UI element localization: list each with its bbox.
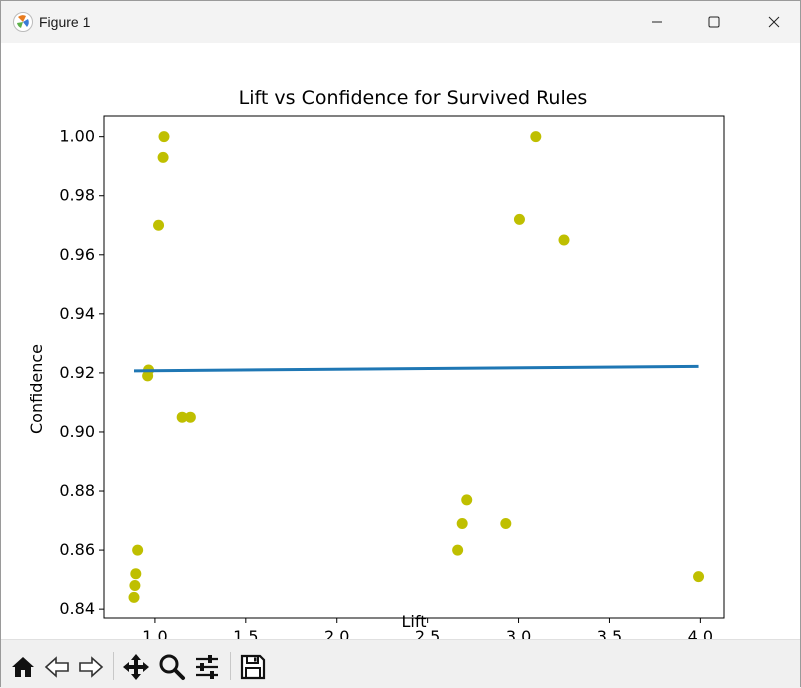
minimize-icon bbox=[652, 21, 662, 23]
y-tick-label: 1.00 bbox=[59, 127, 95, 146]
pan-button[interactable] bbox=[121, 652, 151, 682]
scatter-point bbox=[456, 518, 468, 530]
scatter-point bbox=[452, 544, 464, 556]
toolbar-separator bbox=[230, 652, 231, 680]
x-tick-label: 3.5 bbox=[597, 627, 622, 639]
y-tick-label: 0.86 bbox=[59, 540, 95, 559]
window-title: Figure 1 bbox=[39, 14, 91, 30]
y-tick-label: 0.92 bbox=[59, 363, 95, 382]
zoom-icon bbox=[159, 654, 185, 680]
scatter-point bbox=[184, 411, 196, 423]
scatter-point bbox=[513, 213, 525, 225]
scatter-point bbox=[176, 411, 188, 423]
data-marks bbox=[128, 131, 705, 603]
y-tick-label: 0.98 bbox=[59, 186, 95, 205]
y-tick-label: 0.96 bbox=[59, 245, 95, 264]
y-tick-label: 0.94 bbox=[59, 304, 95, 323]
close-button[interactable] bbox=[751, 1, 797, 43]
minimize-button[interactable] bbox=[634, 1, 680, 43]
scatter-point bbox=[142, 370, 154, 382]
close-icon bbox=[768, 16, 780, 28]
scatter-point bbox=[130, 568, 142, 580]
y-axis-label: Confidence bbox=[27, 344, 46, 434]
x-tick-label: 3.0 bbox=[506, 627, 531, 639]
y-tick-label: 0.88 bbox=[59, 481, 95, 500]
x-tick-label: 2.0 bbox=[324, 627, 349, 639]
zoom-button[interactable] bbox=[157, 652, 187, 682]
y-tick-label: 0.90 bbox=[59, 422, 95, 441]
pan-icon bbox=[123, 654, 149, 680]
scatter-point bbox=[157, 151, 169, 163]
x-tick-label: 4.0 bbox=[688, 627, 713, 639]
x-tick-label: 1.0 bbox=[142, 627, 167, 639]
scatter-point bbox=[158, 131, 170, 143]
home-button[interactable] bbox=[8, 652, 38, 682]
navigation-toolbar bbox=[1, 639, 800, 688]
x-axis-label: Lift bbox=[402, 612, 427, 631]
scatter-point bbox=[461, 494, 473, 506]
plot-canvas[interactable]: Lift vs Confidence for Survived Rules 0.… bbox=[1, 43, 800, 646]
back-icon bbox=[44, 656, 69, 678]
y-tick-label: 0.84 bbox=[59, 599, 95, 618]
scatter-point bbox=[530, 131, 542, 143]
scatter-point bbox=[693, 571, 705, 583]
home-icon bbox=[12, 657, 34, 677]
scatter-point bbox=[500, 518, 512, 530]
x-axis: 1.0 1.5 2.0 2.5 3.0 3.5 4.0 bbox=[142, 618, 713, 646]
matplotlib-icon bbox=[13, 12, 33, 32]
forward-button[interactable] bbox=[76, 652, 106, 682]
scatter-point bbox=[558, 234, 570, 246]
scatter-point bbox=[128, 591, 140, 603]
chart-title: Lift vs Confidence for Survived Rules bbox=[239, 87, 588, 109]
x-tick-label: 1.5 bbox=[233, 627, 258, 639]
configure-subplots-button[interactable] bbox=[192, 652, 222, 682]
y-axis: 0.84 0.86 0.88 0.90 0.92 0.94 0.96 0.98 1.00 bbox=[59, 127, 104, 618]
title-bar[interactable]: Figure 1 bbox=[1, 1, 800, 43]
maximize-icon bbox=[708, 16, 720, 28]
configure-subplots-icon bbox=[196, 655, 218, 679]
save-button[interactable] bbox=[238, 652, 268, 682]
scatter-point bbox=[153, 219, 165, 231]
back-button[interactable] bbox=[42, 652, 72, 682]
scatter-chart: Lift vs Confidence for Survived Rules 0.… bbox=[27, 87, 725, 646]
forward-icon bbox=[79, 656, 104, 678]
scatter-point bbox=[132, 544, 144, 556]
regression-line bbox=[133, 364, 699, 373]
toolbar-separator bbox=[113, 652, 114, 680]
maximize-button[interactable] bbox=[691, 1, 737, 43]
save-icon bbox=[240, 654, 266, 680]
scatter-point bbox=[129, 580, 141, 592]
